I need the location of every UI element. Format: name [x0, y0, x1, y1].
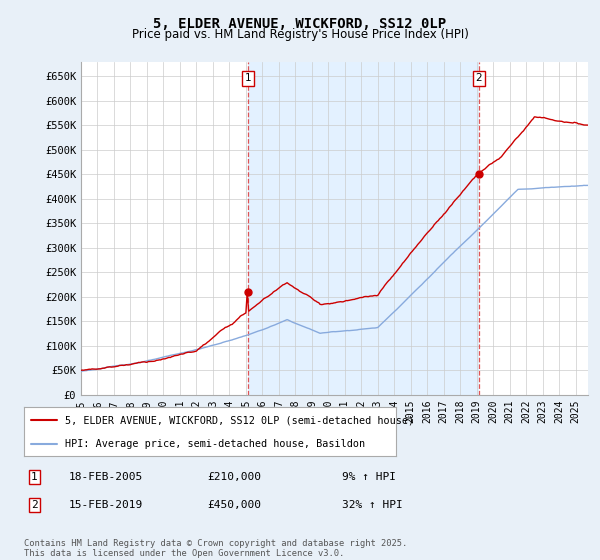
Bar [248, 62, 479, 395]
Text: Contains HM Land Registry data © Crown copyright and database right 2025.
This d: Contains HM Land Registry data © Crown c… [24, 539, 407, 558]
Text: 1: 1 [31, 472, 38, 482]
Text: 2: 2 [31, 500, 38, 510]
Text: 18-FEB-2005: 18-FEB-2005 [69, 472, 143, 482]
Text: 5, ELDER AVENUE, WICKFORD, SS12 0LP: 5, ELDER AVENUE, WICKFORD, SS12 0LP [154, 17, 446, 31]
Text: Price paid vs. HM Land Registry's House Price Index (HPI): Price paid vs. HM Land Registry's House … [131, 28, 469, 41]
Text: £210,000: £210,000 [207, 472, 261, 482]
Text: 5, ELDER AVENUE, WICKFORD, SS12 0LP (semi-detached house): 5, ELDER AVENUE, WICKFORD, SS12 0LP (sem… [65, 416, 414, 426]
Text: 9% ↑ HPI: 9% ↑ HPI [342, 472, 396, 482]
Text: 1: 1 [245, 73, 251, 83]
Text: £450,000: £450,000 [207, 500, 261, 510]
Text: 15-FEB-2019: 15-FEB-2019 [69, 500, 143, 510]
Text: 2: 2 [475, 73, 482, 83]
Text: HPI: Average price, semi-detached house, Basildon: HPI: Average price, semi-detached house,… [65, 439, 365, 449]
Text: 32% ↑ HPI: 32% ↑ HPI [342, 500, 403, 510]
